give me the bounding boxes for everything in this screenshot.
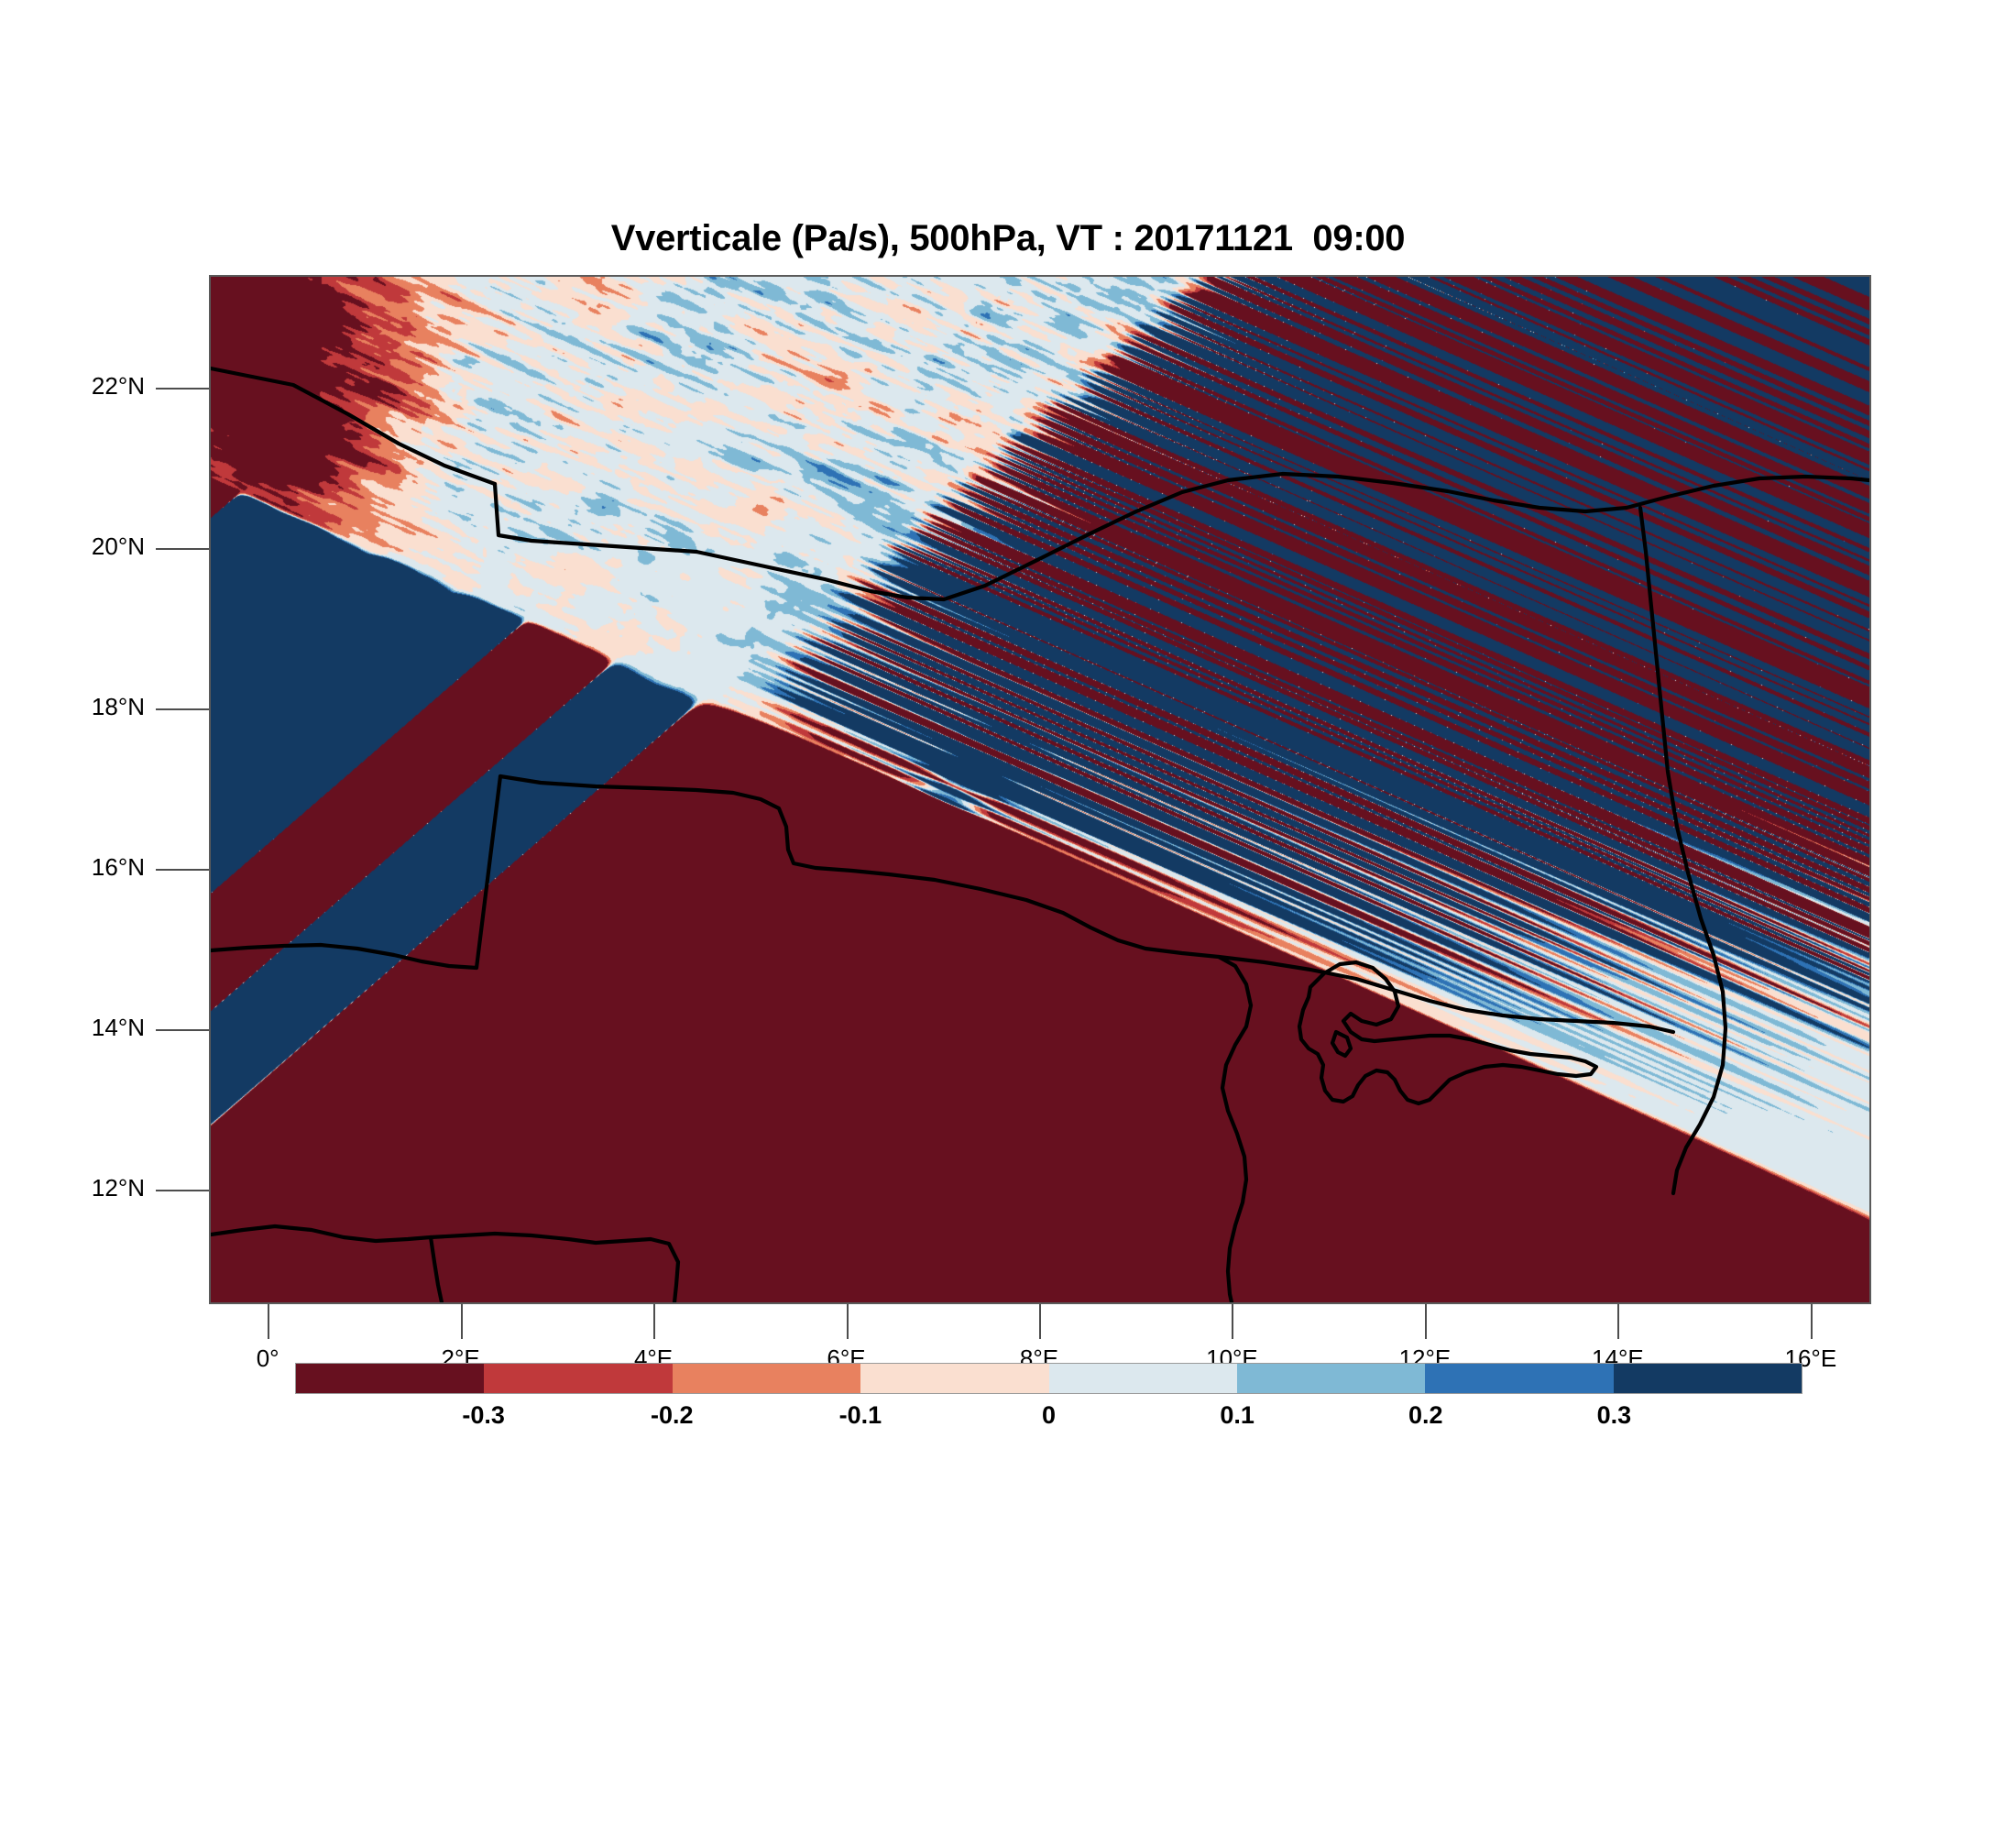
- map-plot-area: [209, 275, 1871, 1304]
- colorbar-tick-label: 0.2: [1408, 1401, 1443, 1429]
- colorbar-tick-label: -0.2: [650, 1401, 694, 1429]
- longitude-tick-mark: [1424, 1304, 1427, 1339]
- colorbar-band[interactable]: [1425, 1364, 1614, 1393]
- colorbar-band[interactable]: [296, 1364, 485, 1393]
- colorbar-tick-label: 0: [1041, 1401, 1057, 1429]
- latitude-tick-mark: [156, 868, 209, 871]
- latitude-tick-mark: [156, 548, 209, 551]
- longitude-tick-mark: [1232, 1304, 1234, 1339]
- longitude-tick-mark: [1617, 1304, 1620, 1339]
- latitude-tick-label: 16°N: [91, 852, 145, 881]
- page-title: Vverticale (Pa/s), 500hPa, VT : 20171121…: [610, 218, 1406, 258]
- longitude-tick-mark: [653, 1304, 656, 1339]
- colorbar-band[interactable]: [1613, 1364, 1802, 1393]
- longitude-tick-label: 0°: [256, 1345, 279, 1372]
- colorbar-band[interactable]: [860, 1364, 1049, 1393]
- latitude-tick-mark: [156, 1189, 209, 1191]
- longitude-tick-mark: [1039, 1304, 1041, 1339]
- latitude-tick-mark: [156, 708, 209, 711]
- colorbar-tick-label: -0.1: [838, 1401, 882, 1429]
- colorbar-band[interactable]: [484, 1364, 673, 1393]
- latitude-tick-label: 14°N: [91, 1013, 145, 1041]
- latitude-tick-mark: [156, 388, 209, 390]
- latitude-tick-label: 20°N: [91, 532, 145, 561]
- latitude-tick-label: 22°N: [91, 372, 145, 401]
- longitude-tick-mark: [846, 1304, 849, 1339]
- colorbar-band[interactable]: [1048, 1364, 1237, 1393]
- latitude-tick-mark: [156, 1028, 209, 1031]
- latitude-tick-label: 12°N: [91, 1173, 145, 1202]
- colorbar-band[interactable]: [672, 1364, 861, 1393]
- colorbar-tick-label: -0.3: [462, 1401, 505, 1429]
- colorbar-band[interactable]: [1236, 1364, 1426, 1393]
- latitude-tick-label: 18°N: [91, 693, 145, 721]
- longitude-tick-mark: [1810, 1304, 1813, 1339]
- longitude-tick-mark: [268, 1304, 270, 1339]
- colorbar-tick-label: 0.3: [1596, 1401, 1632, 1429]
- longitude-tick-mark: [460, 1304, 463, 1339]
- colorbar-tick-label: 0.1: [1220, 1401, 1255, 1429]
- vertical-velocity-contour-field: [211, 277, 1869, 1302]
- colorbar[interactable]: [295, 1363, 1802, 1394]
